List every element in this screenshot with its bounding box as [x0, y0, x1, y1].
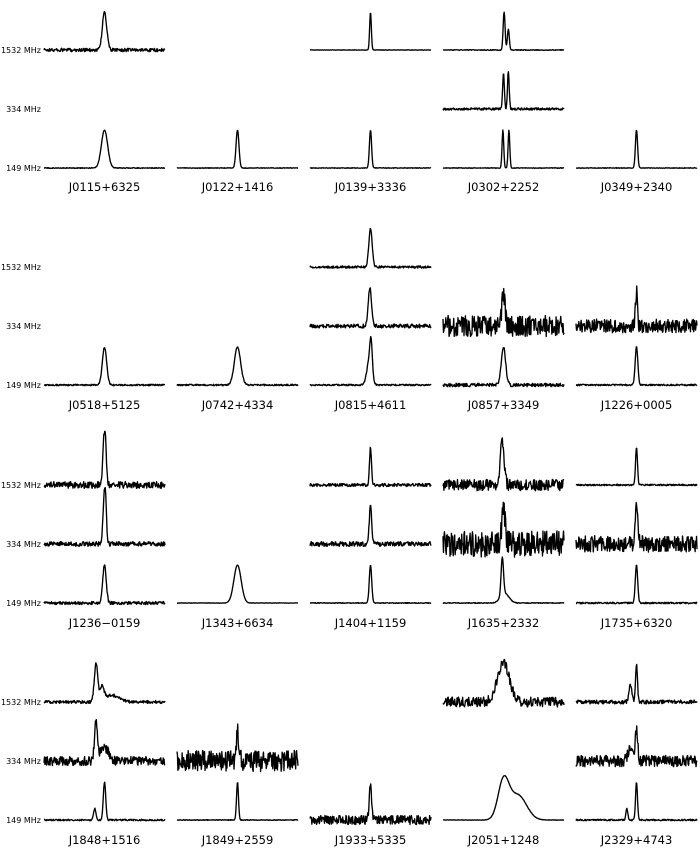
pulsar-name-j0139-3336: J0139+3336: [334, 180, 407, 194]
pulsar-name-j1933-5335: J1933+5335: [334, 833, 407, 847]
profile-j0122-1416-149-mhz: [176, 129, 299, 169]
pulsar-name-j0122-1416: J0122+1416: [201, 180, 274, 194]
frequency-label-334-mhz: 334 MHz: [6, 757, 41, 766]
profile-j0115-6325-149-mhz: [43, 129, 166, 170]
profile-j1404-1159-334-mhz: [309, 504, 432, 547]
profile-j1404-1159-1532-mhz: [309, 446, 432, 488]
profile-j1236-0159-334-mhz: [43, 486, 166, 547]
profile-j1735-6320-334-mhz: [575, 501, 698, 553]
profile-j2329-4743-149-mhz: [575, 782, 698, 822]
frequency-label-1532-mhz: 1532 MHz: [1, 698, 41, 707]
profile-j2329-4743-334-mhz: [575, 725, 698, 768]
pulsar-name-j2329-4743: J2329+4743: [600, 833, 673, 847]
frequency-label-334-mhz: 334 MHz: [6, 540, 41, 549]
profile-j1735-6320-1532-mhz: [575, 447, 698, 487]
profile-j1848-1516-334-mhz: [43, 719, 166, 767]
profile-j0857-3349-149-mhz: [442, 347, 565, 388]
profile-j0815-4611-149-mhz: [309, 335, 432, 387]
pulsar-name-j1404-1159: J1404+1159: [334, 616, 407, 630]
pulsar-name-j1226-0005: J1226+0005: [600, 398, 673, 412]
profile-j1635-2332-149-mhz: [442, 556, 565, 605]
profile-j1404-1159-149-mhz: [309, 564, 432, 605]
pulsar-name-j0302-2252: J0302+2252: [467, 180, 540, 194]
profile-j1933-5335-149-mhz: [309, 783, 432, 826]
pulsar-name-j0815-4611: J0815+4611: [334, 398, 407, 412]
profile-j1226-0005-149-mhz: [575, 346, 698, 387]
profile-j2329-4743-1532-mhz: [575, 663, 698, 705]
frequency-label-149-mhz: 149 MHz: [6, 381, 41, 390]
pulsar-name-j1236-0159: J1236−0159: [68, 616, 141, 630]
profile-j0815-4611-334-mhz: [309, 287, 432, 329]
pulsar-name-j1735-6320: J1735+6320: [600, 616, 673, 630]
pulsar-name-j0857-3349: J0857+3349: [467, 398, 540, 412]
pulsar-name-j2051-1248: J2051+1248: [467, 833, 540, 847]
profile-j0518-5125-149-mhz: [43, 347, 166, 387]
frequency-label-334-mhz: 334 MHz: [6, 105, 41, 114]
profile-j1848-1516-149-mhz: [43, 781, 166, 822]
profile-j1343-6634-149-mhz: [176, 564, 299, 604]
profile-j2051-1248-149-mhz: [442, 774, 565, 821]
frequency-label-149-mhz: 149 MHz: [6, 164, 41, 173]
profile-j1849-2559-334-mhz: [176, 723, 299, 773]
pulsar-name-j0349-2340: J0349+2340: [600, 180, 673, 194]
frequency-label-1532-mhz: 1532 MHz: [1, 481, 41, 490]
pulsar-name-j1635-2332: J1635+2332: [467, 616, 540, 630]
profile-j1236-0159-1532-mhz: [43, 430, 166, 490]
pulsar-name-j0115-6325: J0115+6325: [68, 180, 141, 194]
profile-j2051-1248-1532-mhz: [442, 658, 565, 708]
profile-j1635-2332-1532-mhz: [442, 437, 565, 492]
pulsar-name-j1848-1516: J1848+1516: [68, 833, 141, 847]
profile-j0742-4334-149-mhz: [176, 346, 299, 387]
profile-j0857-3349-334-mhz: [442, 287, 565, 338]
profile-j0815-4611-1532-mhz: [309, 227, 432, 269]
frequency-label-149-mhz: 149 MHz: [6, 816, 41, 825]
frequency-label-334-mhz: 334 MHz: [6, 322, 41, 331]
frequency-label-149-mhz: 149 MHz: [6, 599, 41, 608]
profile-j0302-2252-334-mhz: [442, 71, 565, 111]
profile-j0302-2252-1532-mhz: [442, 11, 565, 52]
profile-j1236-0159-149-mhz: [43, 564, 166, 606]
pulsar-name-j0518-5125: J0518+5125: [68, 398, 141, 412]
profile-j1735-6320-149-mhz: [575, 564, 698, 605]
pulsar-name-j1849-2559: J1849+2559: [201, 833, 274, 847]
profile-j0349-2340-149-mhz: [575, 129, 698, 169]
profile-j1849-2559-149-mhz: [176, 782, 299, 822]
pulsar-name-j1343-6634: J1343+6634: [201, 616, 274, 630]
profile-j0115-6325-1532-mhz: [43, 11, 166, 53]
profile-j0139-3336-1532-mhz: [309, 12, 432, 51]
profile-j1226-0005-334-mhz: [575, 285, 698, 334]
profile-j1848-1516-1532-mhz: [43, 662, 166, 705]
frequency-label-1532-mhz: 1532 MHz: [1, 263, 41, 272]
profile-j0139-3336-149-mhz: [309, 130, 432, 169]
frequency-label-1532-mhz: 1532 MHz: [1, 46, 41, 55]
pulsar-name-j0742-4334: J0742+4334: [201, 398, 274, 412]
profile-j1635-2332-334-mhz: [442, 501, 565, 558]
profile-j0302-2252-149-mhz: [442, 129, 565, 169]
